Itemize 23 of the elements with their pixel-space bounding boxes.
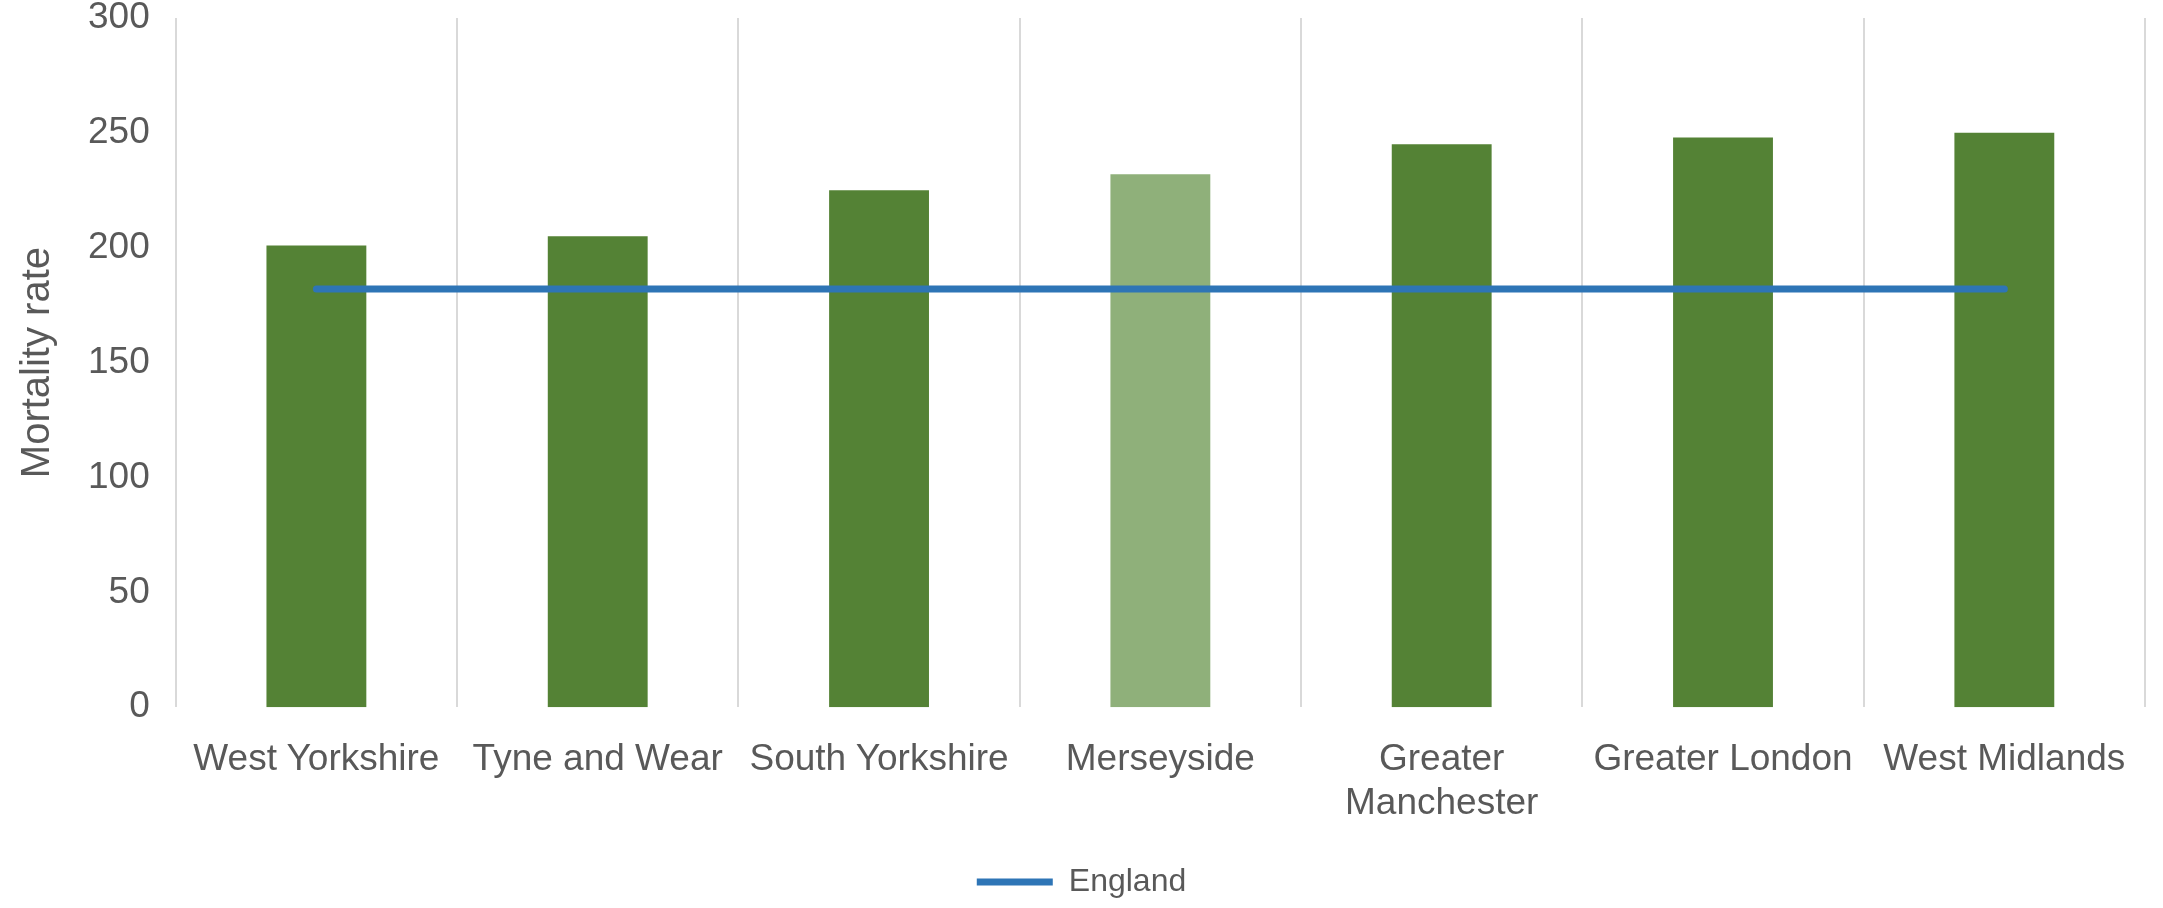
legend-label: England (1068, 861, 1187, 898)
x-tick-label: West Yorkshire (193, 736, 440, 778)
bar (1954, 132, 2055, 708)
y-tick-label: 200 (88, 224, 150, 266)
x-tick-label: West Midlands (1883, 736, 2126, 778)
bar (829, 190, 929, 708)
x-tick-label: Tyne and Wear (472, 736, 723, 778)
bar (1110, 174, 1211, 708)
bar (547, 236, 648, 708)
bar (1391, 144, 1492, 708)
x-tick-label: Merseyside (1065, 736, 1255, 778)
x-tick-label: Greater Manchester (1345, 736, 1539, 822)
y-tick-label: 250 (88, 110, 150, 152)
y-tick-label: 300 (88, 0, 150, 37)
y-axis-title: Mortality rate (13, 247, 58, 479)
y-tick-label: 0 (129, 684, 150, 726)
x-tick-label: Greater London (1593, 736, 1853, 778)
y-tick-label: 100 (88, 454, 150, 496)
bar (1673, 137, 1773, 708)
y-tick-label: 150 (88, 339, 150, 381)
bar (266, 245, 367, 708)
x-tick-label: South Yorkshire (749, 736, 1009, 778)
y-tick-label: 50 (108, 569, 150, 611)
